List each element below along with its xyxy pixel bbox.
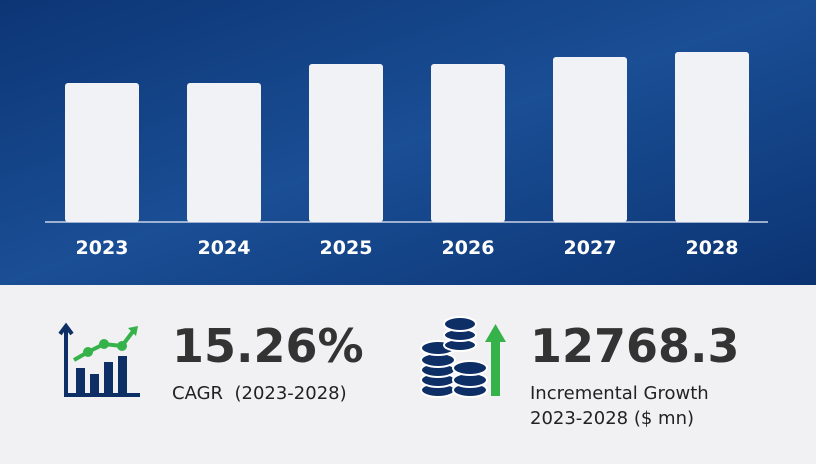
x-tick-label: 2023: [76, 237, 129, 259]
x-tick-label: 2027: [564, 237, 617, 259]
growth-value: 12768.3: [530, 319, 740, 373]
bar: [553, 57, 627, 222]
x-tick-label: 2025: [320, 237, 373, 259]
bars: 2023 2024 2025 2026 2027 2028: [65, 52, 749, 259]
bar: [675, 52, 749, 222]
coins-icon: [420, 316, 488, 398]
growth-label: Incremental Growth: [530, 383, 709, 404]
x-tick-label: 2024: [198, 237, 251, 259]
x-tick-label: 2026: [442, 237, 495, 259]
stats-background: [0, 285, 816, 464]
growth-arrow: [485, 324, 506, 396]
bar: [309, 64, 383, 222]
bar: [65, 83, 139, 222]
cagr-icon: [58, 322, 140, 397]
bar: [431, 64, 505, 222]
cagr-value: 15.26%: [172, 319, 364, 373]
x-tick-label: 2028: [686, 237, 739, 259]
cagr-label: CAGR (2023-2028): [172, 383, 347, 404]
growth-sublabel: 2023-2028 ($ mn): [530, 408, 694, 429]
bar: [187, 83, 261, 222]
